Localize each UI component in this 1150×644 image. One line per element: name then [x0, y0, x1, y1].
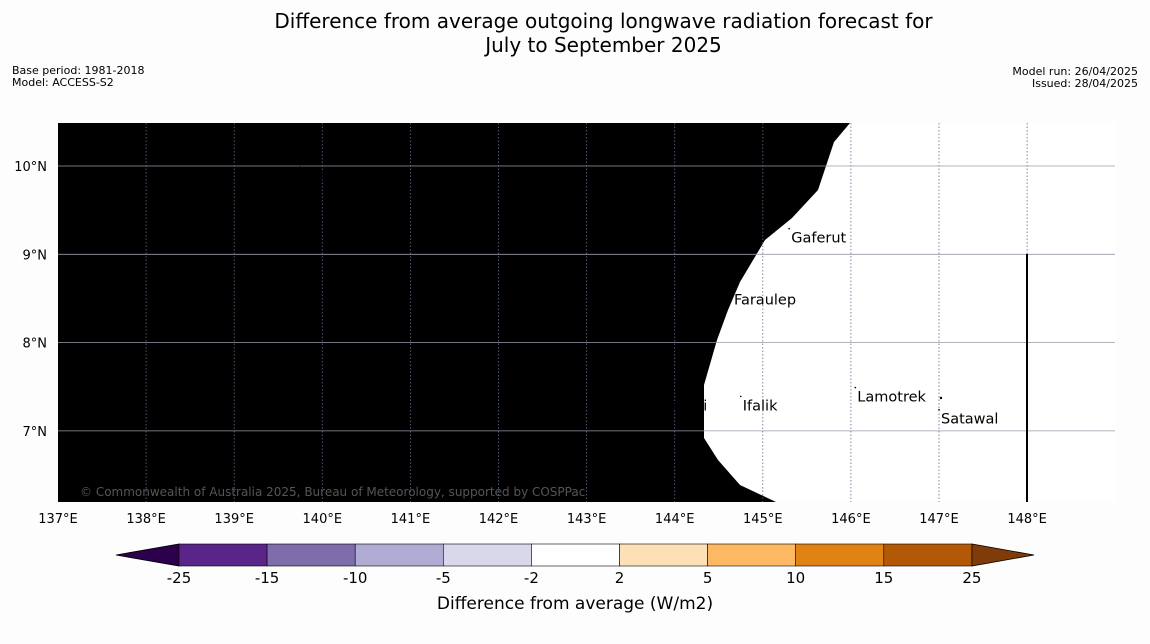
place-label-yap: Yap [160, 204, 186, 220]
place-label-ifalik: Ifalik [743, 398, 778, 414]
colorbar-segment [795, 543, 885, 567]
colorbar-segment [883, 543, 973, 567]
issued-label: Issued: 28/04/2025 [1031, 77, 1138, 90]
base-period-label: Base period: 1981-2018 [12, 64, 145, 77]
chart-title: Difference from average outgoing longwav… [0, 9, 1150, 57]
lat-tick-label: 10°N [14, 160, 47, 175]
colorbar-tick-label: 5 [703, 569, 713, 587]
meta-right: Model run: 26/04/2025 Issued: 28/04/2025 [1012, 66, 1138, 90]
title-line-1: Difference from average outgoing longwav… [274, 9, 933, 33]
colorbar-tick-label: -15 [255, 569, 280, 587]
place-label-eauripik: Eauripik [628, 451, 687, 467]
lon-tick-label: 147°E [919, 512, 959, 527]
place-label-ulithi: Ulithi [302, 169, 340, 185]
island-marker [739, 395, 742, 398]
colorbar: -25 -15 -10 -5 -2 2 5 10 15 25 [115, 543, 1035, 587]
lat-tick-label: 9°N [23, 248, 48, 263]
lon-tick-label: 138°E [126, 512, 166, 527]
place-label-sorol: Sorol [360, 328, 397, 344]
place-label-faraulep: Faraulep [734, 292, 796, 308]
island-marker [299, 166, 302, 168]
island-marker [788, 227, 791, 230]
colorbar-under-arrow [115, 543, 180, 567]
lon-tick-label: 141°E [391, 512, 431, 527]
lon-tick-label: 144°E [655, 512, 695, 527]
colorbar-tick-label: -5 [436, 569, 451, 587]
colorbar-tick-label: 10 [786, 569, 805, 587]
lon-tick-label: 148°E [1007, 512, 1047, 527]
meta-left: Base period: 1981-2018 Model: ACCESS-S2 [12, 65, 144, 89]
lon-tick-label: 142°E [479, 512, 519, 527]
island-marker [938, 408, 940, 411]
lon-tick-label: 146°E [831, 512, 871, 527]
model-label: Model: ACCESS-S2 [12, 76, 114, 89]
place-label-lamotrek: Lamotrek [857, 390, 926, 406]
lon-tick-label: 139°E [214, 512, 254, 527]
model-run-label: Model run: 26/04/2025 [1012, 65, 1138, 78]
lat-tick-label: 7°N [23, 425, 48, 440]
place-label-satawal: Satawal [941, 412, 998, 428]
colorbar-tick-label: -10 [343, 569, 368, 587]
colorbar-segment [266, 543, 356, 567]
colorbar-title: Difference from average (W/m2) [436, 594, 714, 614]
colorbar-segment [442, 543, 532, 567]
island-marker [365, 179, 368, 181]
lon-tick-label: 143°E [567, 512, 607, 527]
map-area: © Commonwealth of Australia 2025, Bureau… [58, 123, 1115, 502]
colorbar-segment [619, 543, 708, 567]
place-label-gaferut: Gaferut [791, 231, 846, 247]
colorbar-segment [707, 543, 796, 567]
colorbar-tick-label: 25 [962, 569, 981, 587]
colorbar-segment [531, 543, 620, 567]
place-label-woleai: Woleai [659, 398, 707, 414]
longitude-tick-labels: 137°E 138°E 139°E 140°E 141°E 142°E 143°E 144°E… [38, 512, 1047, 527]
lon-tick-label: 145°E [743, 512, 783, 527]
copyright-text: © Commonwealth of Australia 2025, Bureau… [80, 485, 585, 499]
island-marker [854, 386, 857, 389]
colorbar-tick-label: 2 [615, 569, 625, 587]
colorbar-segment [178, 543, 268, 567]
colorbar-tick-label: 15 [874, 569, 893, 587]
lon-tick-label: 140°E [303, 512, 343, 527]
gridlines [58, 123, 1115, 502]
colorbar-tick-label: -2 [524, 569, 539, 587]
lat-tick-label: 8°N [23, 337, 48, 352]
island-marker [656, 395, 658, 398]
colorbar-segment [354, 543, 444, 567]
yap-island-outline [149, 199, 165, 217]
title-line-2: July to September 2025 [485, 33, 722, 57]
colorbar-tick-label: -25 [167, 569, 192, 587]
island-marker [731, 289, 733, 292]
island-marker [625, 448, 628, 451]
place-label-fais: Fais [368, 182, 395, 198]
latitude-tick-labels: 10°N 9°N 8°N 7°N [14, 160, 47, 440]
colorbar-over-arrow [971, 543, 1035, 567]
region-medium-purple [58, 198, 403, 502]
island-marker [356, 324, 359, 327]
island-marker [939, 396, 943, 400]
island-marker [158, 201, 161, 203]
lon-tick-label: 137°E [38, 512, 78, 527]
place-labels: Ulithi Fais Yap Gaferut Faraulep Sorol Lamotre… [158, 166, 998, 467]
